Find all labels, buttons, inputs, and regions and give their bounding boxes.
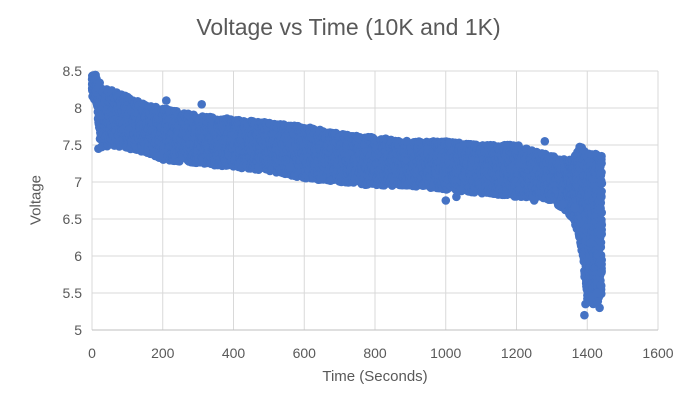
data-points xyxy=(87,70,607,320)
chart-title: Voltage vs Time (10K and 1K) xyxy=(196,14,501,40)
